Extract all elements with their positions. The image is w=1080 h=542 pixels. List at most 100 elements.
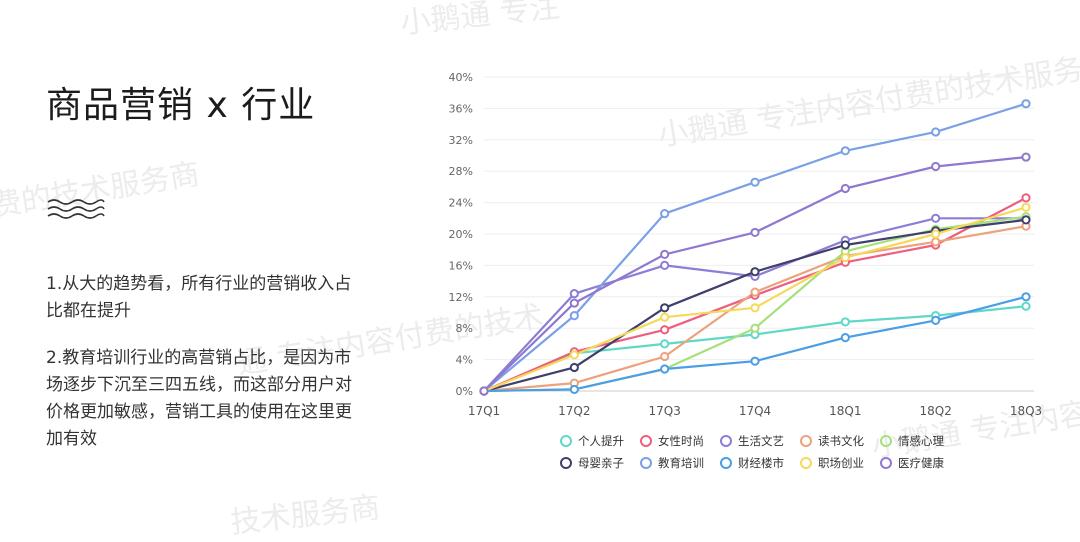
data-point: [840, 240, 850, 250]
legend-swatch-icon: [880, 457, 892, 469]
page-title: 商品营销 x 行业: [46, 85, 316, 126]
series-lines: [483, 102, 1027, 393]
y-tick-label: 40%: [449, 71, 473, 84]
legend-item: 个人提升: [560, 433, 624, 449]
legend-swatch-icon: [640, 457, 652, 469]
data-point: [750, 287, 760, 297]
legend-label: 母婴亲子: [578, 456, 624, 470]
data-point: [660, 339, 670, 349]
data-point: [660, 364, 670, 374]
x-tick-label: 17Q1: [468, 404, 500, 418]
line-chart: 0%4%8%12%16%20%24%28%32%36%40% 17Q1 17Q2 1…: [449, 71, 1043, 418]
data-point: [931, 237, 941, 247]
data-point: [1021, 301, 1031, 311]
data-point: [750, 303, 760, 313]
data-point: [569, 384, 579, 395]
legend-swatch-icon: [720, 435, 732, 447]
legend-swatch-icon: [800, 457, 812, 469]
legend-item: 母婴亲子: [560, 455, 624, 471]
data-point: [840, 183, 850, 194]
x-axis-ticks: 17Q1 17Q2 17Q3 17Q4 18Q1 18Q2 18Q3: [468, 404, 1042, 418]
y-tick-label: 28%: [449, 165, 473, 178]
legend-item: 职场创业: [800, 455, 864, 471]
insight-paragraph-1: 1.从大的趋势看，所有行业的营销收入占比都在提升: [46, 274, 352, 321]
data-point: [750, 267, 760, 277]
data-point: [660, 249, 670, 260]
x-tick-label: 17Q2: [558, 404, 590, 418]
legend-label: 女性时尚: [658, 434, 704, 448]
data-point: [569, 298, 579, 308]
data-point: [840, 317, 850, 327]
data-point: [569, 350, 579, 360]
legend-swatch-icon: [880, 435, 892, 447]
legend-item: 财经楼市: [720, 455, 784, 471]
legend-swatch-icon: [640, 435, 652, 447]
legend-item: 生活文艺: [720, 433, 784, 449]
data-point: [569, 311, 579, 321]
legend-label: 教育培训: [658, 456, 704, 470]
data-point: [750, 227, 760, 238]
data-point: [750, 323, 760, 333]
legend-item: 教育培训: [640, 455, 704, 471]
y-tick-label: 36%: [449, 102, 473, 115]
y-tick-label: 32%: [449, 134, 473, 147]
data-point: [569, 362, 579, 373]
legend-item: 医疗健康: [880, 455, 944, 471]
legend-item: 女性时尚: [640, 433, 704, 449]
y-tick-label: 24%: [449, 197, 473, 210]
data-point: [660, 260, 670, 270]
data-point: [840, 252, 850, 263]
data-point: [479, 386, 489, 396]
data-point: [660, 303, 670, 313]
y-tick-label: 20%: [449, 228, 473, 241]
x-tick-label: 17Q4: [739, 404, 771, 418]
data-point: [840, 333, 850, 343]
insight-paragraph-2: 2.教育培训行业的高营销占比，是因为市场逐步下沉至三四五线，而这部分用户对价格更…: [46, 348, 352, 449]
data-point: [931, 229, 941, 239]
data-point: [660, 208, 670, 219]
legend-label: 个人提升: [578, 434, 624, 448]
x-tick-label: 18Q1: [829, 404, 861, 418]
legend-label: 情感心理: [898, 434, 944, 448]
legend-item: 读书文化: [800, 433, 864, 449]
data-point: [1021, 99, 1031, 109]
data-point: [660, 312, 670, 322]
data-point: [931, 161, 941, 172]
y-tick-label: 16%: [449, 259, 473, 272]
data-point: [931, 127, 941, 137]
legend-label: 读书文化: [818, 434, 864, 448]
legend-item: 情感心理: [880, 433, 944, 449]
y-tick-label: 8%: [456, 322, 473, 335]
series-points: [479, 99, 1031, 396]
legend-label: 医疗健康: [898, 456, 944, 470]
y-tick-label: 0%: [456, 385, 473, 398]
data-point: [1021, 193, 1031, 203]
legend-swatch-icon: [800, 435, 812, 447]
data-point: [1021, 152, 1031, 162]
y-axis-ticks: 0% 4% 8% 12% 16% 20% 24% 28% 32% 36% 40%: [449, 71, 473, 398]
legend-swatch-icon: [720, 457, 732, 469]
data-point: [1021, 215, 1031, 225]
data-point: [1021, 202, 1031, 212]
data-point: [931, 213, 941, 223]
legend-swatch-icon: [560, 457, 572, 469]
data-point: [660, 325, 670, 335]
data-point: [660, 351, 670, 362]
chart-legend: 个人提升 女性时尚 生活文艺 读书文化 情感心理母婴亲子 教育培训 财经楼市 职场创业 医疗健康: [560, 433, 944, 471]
x-tick-label: 17Q3: [648, 404, 680, 418]
data-point: [931, 315, 941, 325]
data-point: [569, 289, 579, 299]
data-point: [750, 356, 760, 366]
legend-label: 生活文艺: [738, 434, 784, 448]
x-tick-label: 18Q2: [919, 404, 951, 418]
x-tick-label: 18Q3: [1010, 404, 1042, 418]
data-point: [840, 146, 850, 156]
legend-swatch-icon: [560, 435, 572, 447]
series-line-6: [483, 102, 1027, 392]
wave-divider-icon: [47, 199, 105, 219]
y-tick-label: 12%: [449, 291, 473, 304]
y-tick-label: 4%: [456, 354, 473, 367]
legend-label: 财经楼市: [738, 456, 784, 470]
data-point: [1021, 292, 1031, 302]
legend-label: 职场创业: [818, 456, 864, 470]
